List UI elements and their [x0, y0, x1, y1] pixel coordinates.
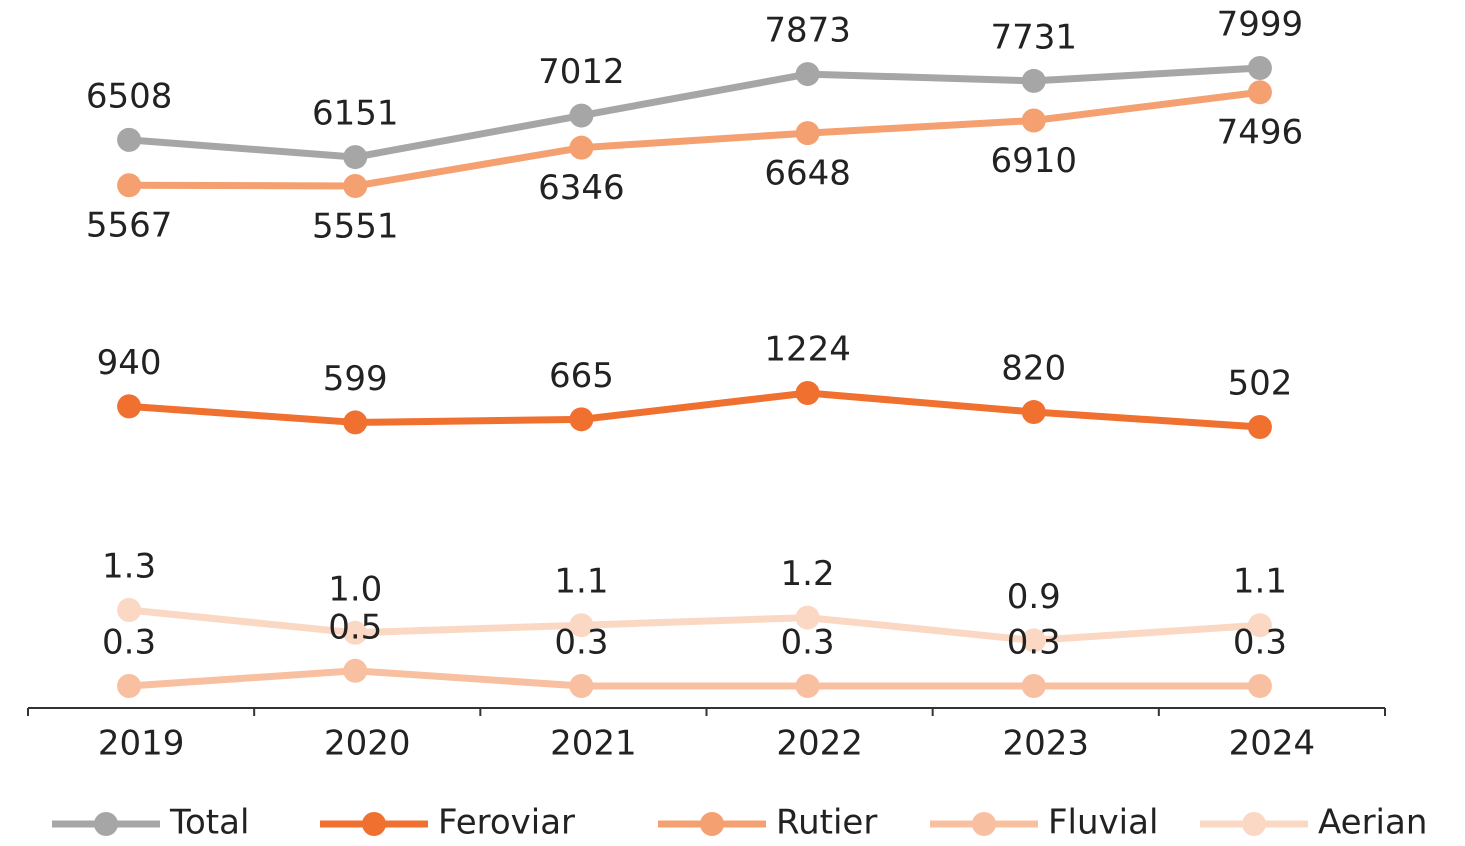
data-point	[117, 127, 142, 152]
data-point	[343, 620, 368, 645]
data-label: 1.0	[328, 569, 382, 609]
x-tick-label: 2019	[98, 724, 185, 764]
data-label: 502	[1227, 364, 1292, 404]
data-point	[569, 135, 594, 160]
data-point	[1247, 613, 1272, 638]
data-point	[117, 598, 142, 622]
data-label: 0.3	[781, 623, 835, 663]
data-point	[1021, 628, 1046, 653]
data-label: 0.3	[1233, 623, 1287, 663]
data-point	[1247, 56, 1272, 80]
data-point	[343, 658, 368, 683]
data-label: 5567	[86, 206, 173, 246]
legend-label: Aerian	[1318, 803, 1427, 843]
data-label: 0.3	[102, 623, 156, 663]
legend-marker	[972, 812, 996, 836]
data-point	[1021, 108, 1046, 133]
data-label: 5551	[312, 207, 399, 247]
series-line	[128, 667, 1260, 690]
data-label: 665	[549, 356, 614, 396]
series-line	[129, 88, 1261, 190]
data-label: 6910	[990, 141, 1077, 181]
data-label: 1224	[764, 330, 851, 370]
legend-marker	[94, 812, 118, 836]
data-label: 7496	[1217, 113, 1304, 153]
data-point	[1247, 674, 1272, 698]
x-tick-label: 2024	[1229, 724, 1316, 764]
data-label: 7873	[764, 11, 851, 51]
x-tick-label: 2022	[776, 724, 863, 764]
legend-label: Rutier	[776, 803, 877, 843]
data-label: 6648	[764, 154, 851, 194]
x-tick-label: 2020	[324, 724, 411, 764]
data-label: 6346	[538, 168, 625, 208]
data-point	[1247, 80, 1272, 105]
data-point	[795, 605, 820, 630]
data-point	[795, 62, 820, 87]
x-tick-label: 2023	[1002, 724, 1089, 764]
x-tick-label: 2021	[550, 724, 637, 764]
data-label: 940	[97, 343, 162, 383]
data-point	[343, 174, 368, 198]
data-point	[569, 103, 594, 128]
series-line	[128, 64, 1261, 161]
series-line	[128, 606, 1261, 644]
legend-marker	[1242, 812, 1266, 836]
data-point	[1021, 674, 1046, 698]
data-point	[1021, 68, 1046, 93]
data-label: 599	[323, 359, 388, 399]
legend-label: Feroviar	[438, 803, 575, 843]
data-label: 6508	[86, 76, 173, 116]
data-point	[569, 613, 594, 638]
data-point	[569, 407, 594, 432]
data-label: 0.9	[1007, 577, 1061, 617]
data-label: 1.1	[554, 562, 608, 602]
legend-marker	[700, 812, 724, 836]
data-label: 0.3	[1007, 623, 1061, 663]
data-point	[1021, 400, 1046, 425]
data-label: 1.3	[102, 547, 156, 587]
data-label: 1.1	[1233, 562, 1287, 602]
data-point	[569, 674, 594, 698]
data-label: 1.2	[781, 554, 835, 594]
legend-label: Fluvial	[1048, 803, 1158, 843]
legend-marker	[362, 812, 386, 836]
data-point	[117, 394, 142, 419]
data-label: 7999	[1217, 5, 1304, 45]
legend-label: Total	[169, 803, 249, 843]
data-point	[795, 121, 820, 146]
data-point	[795, 381, 820, 405]
data-label: 6151	[312, 94, 399, 134]
series-line	[128, 389, 1261, 431]
data-point	[343, 145, 368, 170]
data-label: 0.3	[554, 623, 608, 663]
data-point	[343, 410, 368, 435]
data-label: 820	[1001, 349, 1066, 389]
data-label: 7731	[990, 17, 1077, 57]
data-point	[795, 674, 820, 698]
data-point	[117, 173, 142, 198]
data-label: 7012	[538, 52, 625, 92]
data-point	[1247, 415, 1272, 439]
data-label: 0.5	[328, 607, 382, 647]
data-point	[117, 674, 142, 698]
